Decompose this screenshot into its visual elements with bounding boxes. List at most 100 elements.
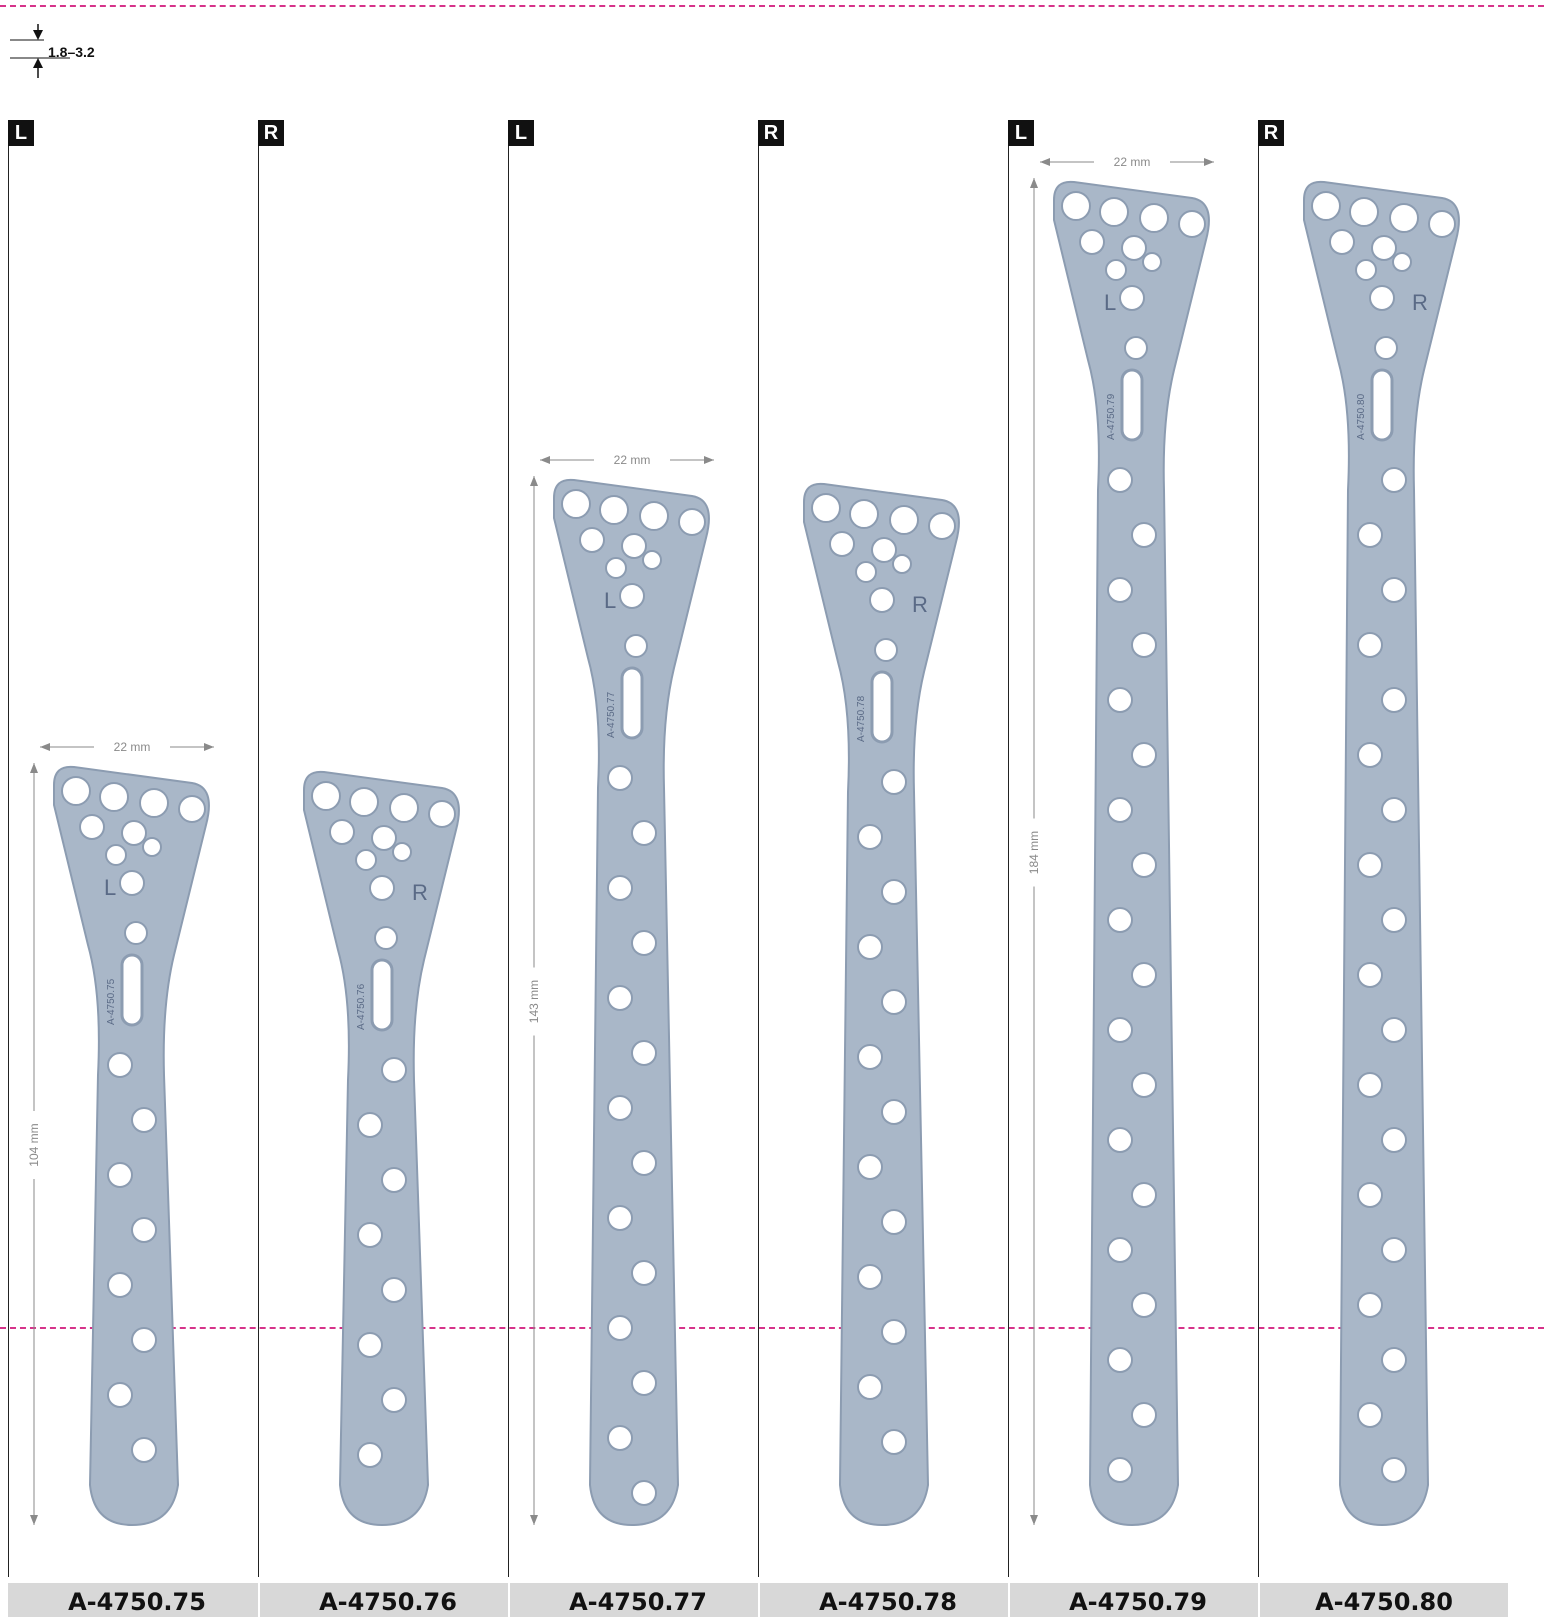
screw-hole	[1142, 252, 1162, 272]
arrow-down-icon	[30, 1515, 38, 1525]
column-divider	[1258, 144, 1259, 1577]
screw-hole	[357, 1332, 383, 1358]
screw-hole	[389, 793, 419, 823]
screw-hole	[1389, 203, 1419, 233]
screw-hole	[607, 765, 633, 791]
article-number: A-4750.80	[1258, 1583, 1508, 1617]
screw-hole	[329, 819, 355, 845]
screw-hole	[381, 1387, 407, 1413]
screw-hole	[1107, 467, 1133, 493]
screw-hole	[107, 1272, 133, 1298]
screw-hole	[811, 493, 841, 523]
screw-hole	[357, 1222, 383, 1248]
screw-hole	[1107, 1347, 1133, 1373]
arrow-up-icon	[30, 763, 38, 773]
arrow-right-icon	[1204, 158, 1214, 166]
screw-hole	[357, 1442, 383, 1468]
screw-hole	[1124, 336, 1148, 360]
screw-hole	[392, 842, 412, 862]
plate-drawing: R A-4750.80	[1303, 180, 1460, 1527]
side-badge: R	[1258, 120, 1284, 146]
screw-hole	[357, 1112, 383, 1138]
code-engraving: A-4750.79	[1106, 393, 1117, 440]
side-letter-engraving: R	[912, 592, 928, 617]
screw-hole	[1107, 577, 1133, 603]
arrow-up-icon	[1030, 178, 1038, 188]
plate-drawing: L A-4750.79 22 mm 184 mm	[1025, 153, 1214, 1527]
screw-hole	[1357, 1072, 1383, 1098]
screw-hole	[881, 989, 907, 1015]
screw-hole	[678, 508, 706, 536]
screw-hole	[829, 531, 855, 557]
plate-column: L L A-4750.75 22 mm 104 mm A-4750.75	[8, 120, 266, 1617]
screw-hole	[1357, 962, 1383, 988]
plate-column: R R A-4750.80 A-4750.80	[1258, 120, 1508, 1617]
plate-outline	[1053, 180, 1210, 1527]
compression-slot	[370, 958, 394, 1032]
screw-hole	[631, 1040, 657, 1066]
length-label: 143 mm	[527, 980, 541, 1023]
side-letter-engraving: L	[604, 588, 616, 613]
screw-hole	[631, 820, 657, 846]
screw-hole	[1357, 742, 1383, 768]
screw-hole	[1107, 907, 1133, 933]
screw-hole	[607, 985, 633, 1011]
screw-hole	[1131, 632, 1157, 658]
arrow-down-icon	[530, 1515, 538, 1525]
screw-hole	[621, 533, 647, 559]
screw-hole	[631, 1260, 657, 1286]
article-number: A-4750.79	[1008, 1583, 1266, 1617]
screw-hole	[889, 505, 919, 535]
screw-hole	[1107, 1127, 1133, 1153]
compression-slot	[620, 666, 644, 740]
arrow-right-icon	[204, 743, 214, 751]
screw-hole	[1107, 797, 1133, 823]
thickness-indicator: 1.8–3.2	[8, 20, 128, 90]
length-label: 184 mm	[1027, 831, 1041, 874]
column-divider	[258, 144, 259, 1577]
article-number: A-4750.77	[508, 1583, 766, 1617]
screw-hole	[1381, 687, 1407, 713]
screw-hole	[1121, 235, 1147, 261]
screw-hole	[1178, 210, 1206, 238]
screw-hole	[371, 825, 397, 851]
screw-hole	[79, 814, 105, 840]
plate-column: L L A-4750.79 22 mm 184 mm A-4750.79	[1008, 120, 1266, 1617]
screw-hole	[1369, 285, 1395, 311]
arrow-left-icon	[540, 456, 550, 464]
screw-hole	[1381, 1237, 1407, 1263]
screw-hole	[631, 930, 657, 956]
screw-hole	[1355, 259, 1377, 281]
screw-hole	[631, 1150, 657, 1176]
plate-column: L L A-4750.77 22 mm 143 mm A-4750.77	[508, 120, 766, 1617]
screw-hole	[869, 587, 895, 613]
screw-hole	[1311, 191, 1341, 221]
column-divider	[508, 144, 509, 1577]
article-number: A-4750.78	[758, 1583, 1016, 1617]
screw-hole	[857, 824, 883, 850]
screw-hole	[1381, 1347, 1407, 1373]
screw-hole	[1107, 1017, 1133, 1043]
screw-hole	[857, 934, 883, 960]
crop-guide-middle	[0, 1327, 1544, 1329]
length-label: 104 mm	[27, 1123, 41, 1166]
screw-hole	[1131, 522, 1157, 548]
screw-hole	[1357, 852, 1383, 878]
plate-outline	[53, 765, 210, 1527]
plate-column: R R A-4750.78 A-4750.78	[758, 120, 1016, 1617]
screw-hole	[131, 1327, 157, 1353]
arrow-left-icon	[1040, 158, 1050, 166]
plate-outline	[303, 770, 460, 1527]
side-badge: R	[758, 120, 784, 146]
screw-hole	[1357, 522, 1383, 548]
screw-hole	[1357, 632, 1383, 658]
screw-hole	[881, 1429, 907, 1455]
plate-drawing: L A-4750.77 22 mm 143 mm	[525, 451, 714, 1527]
plate-drawing: L A-4750.75 22 mm 104 mm	[25, 738, 214, 1527]
plate-drawing: R A-4750.76	[303, 770, 460, 1527]
screw-hole	[369, 875, 395, 901]
width-label: 22 mm	[1114, 155, 1151, 169]
code-engraving: A-4750.80	[1356, 393, 1367, 440]
screw-hole	[119, 870, 145, 896]
side-letter-engraving: L	[1104, 290, 1116, 315]
